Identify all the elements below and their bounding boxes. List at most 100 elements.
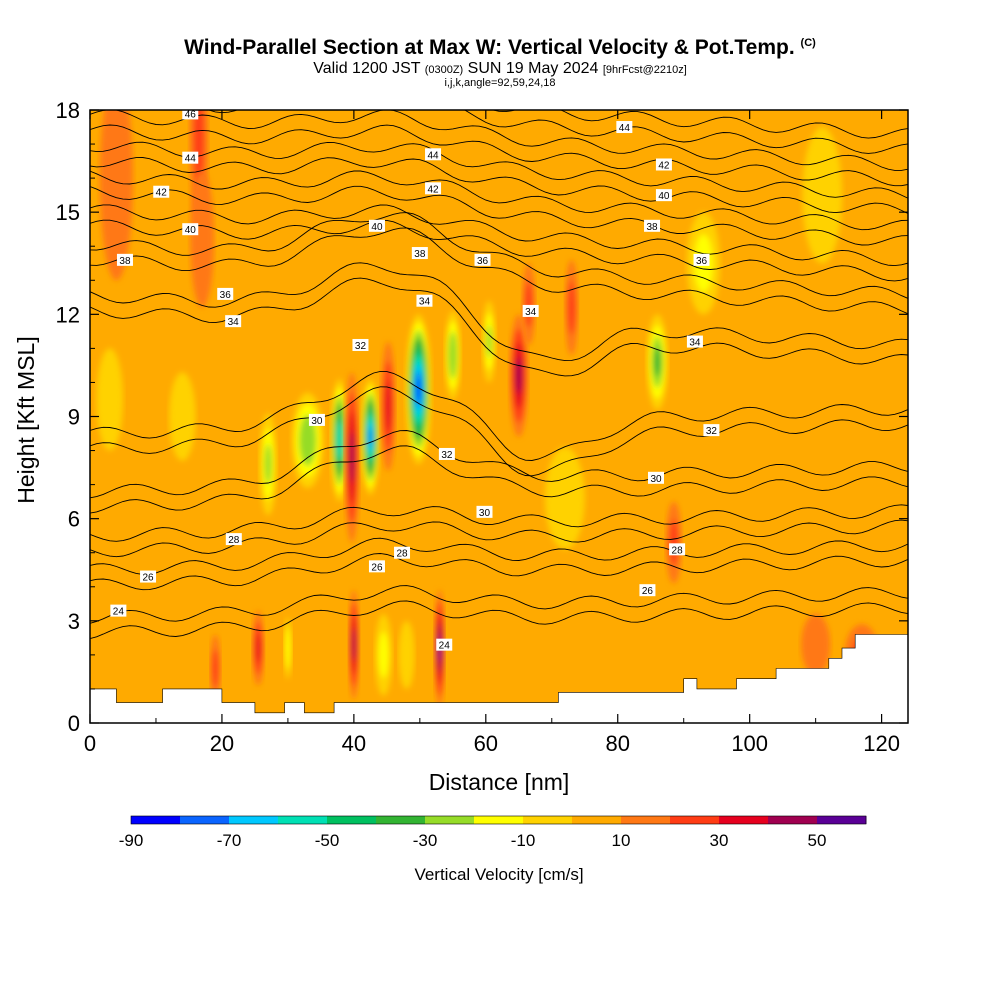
isentrope-label-box — [217, 287, 234, 300]
isentrope-label-text: 42 — [658, 160, 670, 171]
isentrope-label-box — [639, 584, 656, 597]
velocity-cell — [99, 110, 133, 281]
isentrope-label-text: 36 — [477, 256, 489, 267]
velocity-cell — [374, 614, 393, 696]
isentrope-label-box — [110, 604, 127, 617]
field-background — [90, 110, 908, 723]
isentrope-label: 26 — [368, 560, 385, 573]
colorbar-tick-label: -50 — [315, 831, 340, 850]
velocity-cell — [252, 610, 265, 686]
colorbar-tick-label: -10 — [511, 831, 536, 850]
isentrope-label: 44 — [616, 121, 633, 134]
plot-area: 46 44 44 44 42 42 42 40 40 40 38 38 38 36 36 36 34 34 34 34… — [90, 110, 908, 723]
velocity-cell — [665, 501, 682, 584]
colorbar-swatch — [621, 816, 671, 824]
y-tick-label: 12 — [56, 302, 80, 327]
velocity-contour — [255, 633, 261, 663]
colorbar-swatch — [425, 816, 475, 824]
isentrope-label: 44 — [425, 148, 442, 161]
velocity-contour — [368, 427, 372, 447]
velocity-contour — [416, 378, 421, 400]
velocity-contour — [669, 519, 679, 566]
isentrope-label: 28 — [225, 533, 242, 546]
isentrope-label-box — [416, 294, 433, 307]
velocity-contour — [190, 171, 215, 308]
velocity-cell — [646, 314, 668, 410]
colorbar-swatch — [719, 816, 769, 824]
isentrope-label-box — [140, 570, 157, 583]
isentrope-label-text: 30 — [650, 474, 662, 485]
isentrope-line — [90, 227, 908, 315]
isentrope-label-box — [693, 253, 710, 266]
isentrope-label-text: 28 — [228, 535, 240, 546]
colorbar-swatch — [523, 816, 573, 824]
colorbar-title: Vertical Velocity [cm/s] — [414, 865, 583, 884]
isentrope-label-text: 44 — [185, 154, 197, 165]
velocity-cell — [522, 263, 536, 345]
x-tick-label: 60 — [474, 731, 498, 756]
velocity-cell — [169, 372, 196, 461]
colorbar-swatch — [572, 816, 622, 824]
y-tick-label: 9 — [68, 405, 80, 430]
isentrope-label-box — [394, 546, 411, 559]
colorbar-swatch — [376, 816, 426, 824]
isentrope-line — [90, 553, 908, 591]
isentrope-line — [90, 537, 908, 575]
isentrope-label: 40 — [655, 189, 672, 202]
velocity-cell — [545, 447, 585, 550]
terrain-mask — [90, 634, 908, 723]
velocity-contour — [553, 469, 577, 528]
isentrope-label-box — [522, 304, 539, 317]
section-params: i,j,k,angle=92,59,24,18 — [444, 77, 556, 89]
isentrope-label: 36 — [693, 253, 710, 267]
isentrope-label-text: 42 — [427, 184, 439, 195]
isentrope-label-box — [476, 505, 493, 518]
isentrope-label: 24 — [110, 604, 127, 618]
chart-title: Wind-Parallel Section at Max W: Vertical… — [184, 36, 816, 59]
isentrope-label-box — [352, 338, 369, 351]
isentrope-label-text: 28 — [396, 549, 408, 560]
x-tick-label: 100 — [731, 731, 768, 756]
velocity-contour — [567, 280, 576, 335]
velocity-cell — [96, 348, 123, 451]
colorbar-tick-label: -70 — [217, 831, 242, 850]
colorbar-tick-label: 10 — [612, 831, 631, 850]
isentrope-line — [90, 445, 908, 514]
isentrope-line — [90, 219, 908, 282]
isentrope-label-box — [308, 413, 325, 426]
copyright-mark: (C) — [800, 37, 816, 49]
velocity-cell — [283, 617, 292, 679]
velocity-cell — [210, 634, 221, 703]
velocity-contour — [352, 628, 356, 662]
isentrope-label: 40 — [368, 219, 385, 233]
isentrope-line — [491, 110, 908, 139]
velocity-cell — [405, 314, 432, 465]
isentrope-line — [90, 185, 908, 246]
isentrope-label-text: 40 — [185, 225, 197, 236]
velocity-contour — [801, 614, 831, 676]
velocity-cell — [259, 413, 277, 516]
isentrope-label-text: 44 — [427, 150, 439, 161]
isentrope-label-text: 26 — [142, 573, 154, 584]
isentrope-label: 38 — [411, 247, 428, 260]
velocity-contour — [450, 341, 456, 369]
colorbar-tick-label: -30 — [413, 831, 438, 850]
velocity-contour — [99, 110, 133, 281]
isentrope-label-text: 34 — [228, 317, 240, 328]
isentrope-label: 32 — [352, 338, 369, 352]
isentrope-label-text: 32 — [706, 426, 718, 437]
colorbar-swatch — [670, 816, 720, 824]
colorbar-swatch — [474, 816, 524, 824]
velocity-cell — [509, 314, 529, 437]
isentrope-label-box — [655, 158, 672, 171]
isentrope-label-text: 44 — [619, 123, 631, 134]
isentrope-label: 36 — [474, 253, 491, 267]
isentrope-label-text: 40 — [658, 191, 670, 202]
isentrope-label-box — [474, 253, 491, 266]
isentrope-line — [90, 170, 908, 231]
isentrope-label: 40 — [182, 223, 199, 236]
isentrope-label-box — [116, 253, 133, 266]
velocity-contour — [174, 391, 190, 442]
velocity-cell — [482, 300, 496, 383]
